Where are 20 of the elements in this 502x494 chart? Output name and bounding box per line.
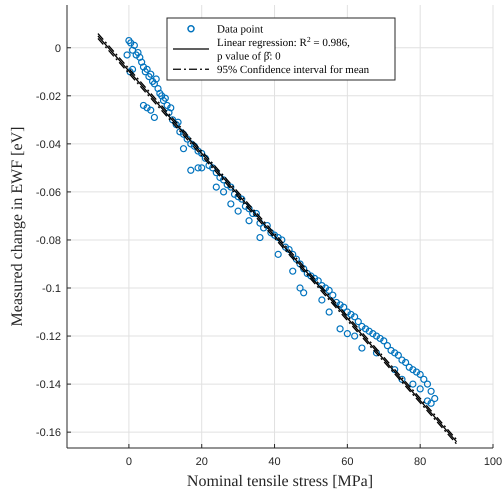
y-tick-label: -0.12 — [36, 331, 61, 344]
y-tick-label: -0.04 — [36, 138, 61, 151]
text: Linear regression: R$^{2}$ = 0.986, p value of β̂: 0 — [217, 34, 350, 62]
y-tick-label: -0.14 — [36, 379, 61, 392]
y-tick-label: -0.16 — [36, 427, 61, 440]
y-tick-label: -0.08 — [36, 234, 61, 247]
x-tick-label: 0 — [126, 456, 132, 468]
x-tick-label: 20 — [196, 456, 208, 468]
x-tick-label: 80 — [414, 456, 426, 468]
x-tick-label: 40 — [268, 456, 281, 468]
y-tick-label: -0.06 — [36, 186, 61, 199]
y-tick-label: 0 — [54, 42, 61, 55]
x-tick-label: 100 — [484, 456, 502, 468]
x-tick-label: 60 — [341, 456, 354, 468]
y-tick-label: -0.1 — [42, 283, 61, 295]
legend-label: Data point — [217, 24, 264, 36]
x-axis-title: Nominal tensile stress [MPa] — [186, 473, 374, 490]
y-tick-label: -0.02 — [36, 90, 61, 103]
legend-label: 95% Confidence interval for mean — [217, 64, 370, 76]
y-axis-title: Measured change in EWF [eV] — [9, 126, 26, 326]
